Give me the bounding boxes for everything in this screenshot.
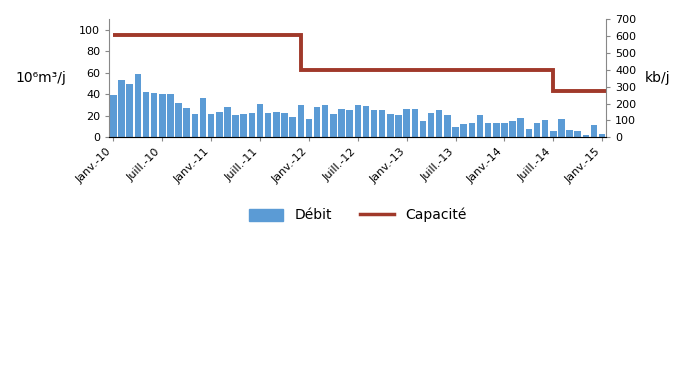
Bar	[542, 120, 549, 137]
Y-axis label: kb/j: kb/j	[645, 71, 670, 85]
Bar	[159, 94, 166, 137]
Bar	[590, 126, 597, 137]
Bar	[119, 80, 125, 137]
Bar	[566, 130, 573, 137]
Bar	[371, 110, 377, 137]
Bar	[550, 131, 556, 137]
Bar	[347, 110, 353, 137]
Bar	[420, 121, 426, 137]
Bar	[428, 112, 434, 137]
Bar	[322, 105, 328, 137]
Bar	[314, 107, 321, 137]
Bar	[387, 114, 394, 137]
Y-axis label: 10⁶m³/j: 10⁶m³/j	[15, 71, 66, 85]
Bar	[192, 114, 198, 137]
Bar	[485, 123, 491, 137]
Bar	[265, 112, 271, 137]
Bar	[151, 93, 158, 137]
Bar	[200, 98, 206, 137]
Bar	[142, 92, 149, 137]
Bar	[167, 94, 174, 137]
Bar	[175, 103, 182, 137]
Bar	[273, 111, 279, 137]
Bar	[501, 123, 508, 137]
Bar	[282, 112, 288, 137]
Bar	[306, 119, 312, 137]
Bar	[477, 115, 483, 137]
Bar	[330, 114, 336, 137]
Bar	[135, 74, 141, 137]
Bar	[232, 115, 239, 137]
Bar	[509, 121, 516, 137]
Bar	[127, 84, 133, 137]
Bar	[289, 117, 296, 137]
Bar	[379, 110, 386, 137]
Bar	[444, 115, 451, 137]
Bar	[240, 114, 247, 137]
Bar	[436, 110, 443, 137]
Bar	[525, 129, 532, 137]
Bar	[534, 123, 540, 137]
Bar	[184, 108, 190, 137]
Bar	[582, 135, 589, 137]
Bar	[257, 104, 263, 137]
Bar	[469, 123, 475, 137]
Bar	[460, 124, 467, 137]
Bar	[249, 112, 255, 137]
Bar	[338, 110, 345, 137]
Bar	[362, 106, 369, 137]
Bar	[208, 114, 214, 137]
Bar	[452, 126, 459, 137]
Bar	[558, 119, 564, 137]
Bar	[412, 110, 418, 137]
Bar	[493, 123, 499, 137]
Bar	[395, 115, 402, 137]
Bar	[575, 131, 581, 137]
Bar	[110, 95, 116, 137]
Bar	[355, 105, 361, 137]
Legend: Débit, Capacité: Débit, Capacité	[242, 201, 474, 229]
Bar	[216, 111, 223, 137]
Bar	[297, 105, 304, 137]
Bar	[403, 110, 410, 137]
Bar	[599, 134, 606, 137]
Bar	[224, 107, 231, 137]
Bar	[517, 118, 524, 137]
